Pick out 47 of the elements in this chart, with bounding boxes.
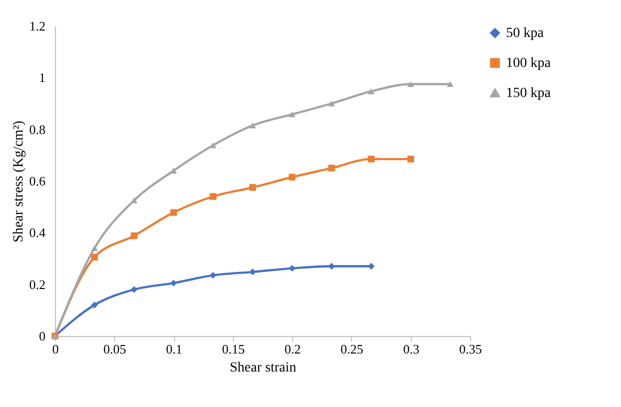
point [368,156,375,162]
legend-label: 100 kpa [506,56,552,71]
y-tick-label: 0 [39,328,46,344]
point [249,122,256,128]
point [249,184,256,191]
point [328,164,335,172]
point [130,232,138,240]
x-tick-label: 0.2 [284,342,301,356]
point [249,268,256,276]
point [210,142,216,148]
point [130,197,138,204]
x-tick-label: 0.1 [166,342,182,356]
point [91,254,98,261]
point [210,193,216,200]
y-axis-title: Shear stress (Kg/cm²) [11,120,26,242]
point [288,174,296,180]
point [170,168,177,174]
point [91,302,98,308]
point [130,286,138,293]
point [407,156,414,162]
point [210,272,216,279]
y-tick-label: 1 [39,70,46,86]
x-axis-title: Shear strain [230,360,296,376]
point [170,209,177,216]
point [91,245,98,252]
point [328,100,335,106]
x-tick-label: 0.05 [103,342,126,356]
y-tick-label: 0.4 [29,225,46,240]
y-tick-label: 0.2 [29,276,46,292]
point [407,81,414,88]
point [368,88,375,94]
y-tick-label: 0.8 [29,122,46,137]
legend-label: 50 kpa [506,26,544,41]
x-tick-label: 0.15 [222,342,245,356]
point [446,81,454,88]
y-tick-label: 1.2 [29,18,46,34]
x-tick-label: 0.3 [403,342,420,356]
point [328,262,335,270]
point [170,280,177,286]
x-tick-label: 0.25 [340,342,364,356]
point [288,111,296,118]
point [368,262,375,270]
point [288,264,296,272]
x-tick-label: 0 [52,342,59,356]
x-tick-label: 0.35 [459,342,482,356]
y-tick-label: 0.6 [29,174,46,188]
legend-label: 150 kpa [506,86,552,101]
